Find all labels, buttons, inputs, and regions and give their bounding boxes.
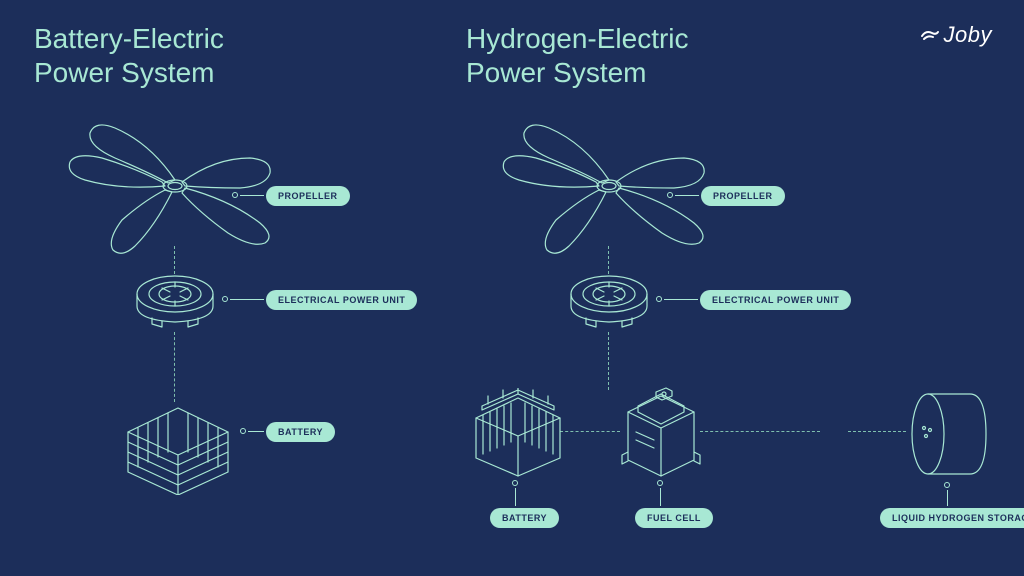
dashed-connector <box>700 431 820 432</box>
label-storage: LIQUID HYDROGEN STORAGE <box>880 508 1024 528</box>
battery-left <box>118 400 238 495</box>
connector-line <box>240 195 264 196</box>
label-propeller-left: PROPELLER <box>266 186 350 206</box>
joby-logo: Joby <box>920 22 992 48</box>
epu-left <box>132 272 218 328</box>
connector-dot <box>667 192 673 198</box>
dashed-connector <box>608 246 609 274</box>
label-battery-right: BATTERY <box>490 508 559 528</box>
label-fuelcell: FUEL CELL <box>635 508 713 528</box>
connector-line <box>660 488 661 506</box>
connector-line <box>248 431 264 432</box>
connector-line <box>675 195 699 196</box>
connector-line <box>230 299 264 300</box>
epu-right <box>566 272 652 328</box>
connector-line <box>515 488 516 506</box>
label-propeller-right: PROPELLER <box>701 186 785 206</box>
connector-line <box>947 490 948 506</box>
connector-dot <box>222 296 228 302</box>
connector-dot <box>512 480 518 486</box>
left-title: Battery-Electric Power System <box>34 22 224 89</box>
connector-dot <box>232 192 238 198</box>
dashed-connector <box>848 431 906 432</box>
connector-line <box>664 299 698 300</box>
dashed-connector <box>174 246 175 274</box>
joby-logo-text: Joby <box>944 22 992 48</box>
dashed-connector <box>560 431 620 432</box>
label-epu-right: ELECTRICAL POWER UNIT <box>700 290 851 310</box>
propeller-right <box>494 108 724 258</box>
connector-dot <box>656 296 662 302</box>
connector-dot <box>240 428 246 434</box>
hydrogen-storage <box>904 388 992 480</box>
fuel-cell <box>618 382 704 482</box>
label-battery-left: BATTERY <box>266 422 335 442</box>
battery-right <box>468 388 568 478</box>
label-epu-left: ELECTRICAL POWER UNIT <box>266 290 417 310</box>
right-title: Hydrogen-Electric Power System <box>466 22 689 89</box>
propeller-left <box>60 108 290 258</box>
dashed-connector <box>608 332 609 390</box>
connector-dot <box>944 482 950 488</box>
dashed-connector <box>174 332 175 402</box>
joby-logo-mark <box>920 28 940 42</box>
connector-dot <box>657 480 663 486</box>
